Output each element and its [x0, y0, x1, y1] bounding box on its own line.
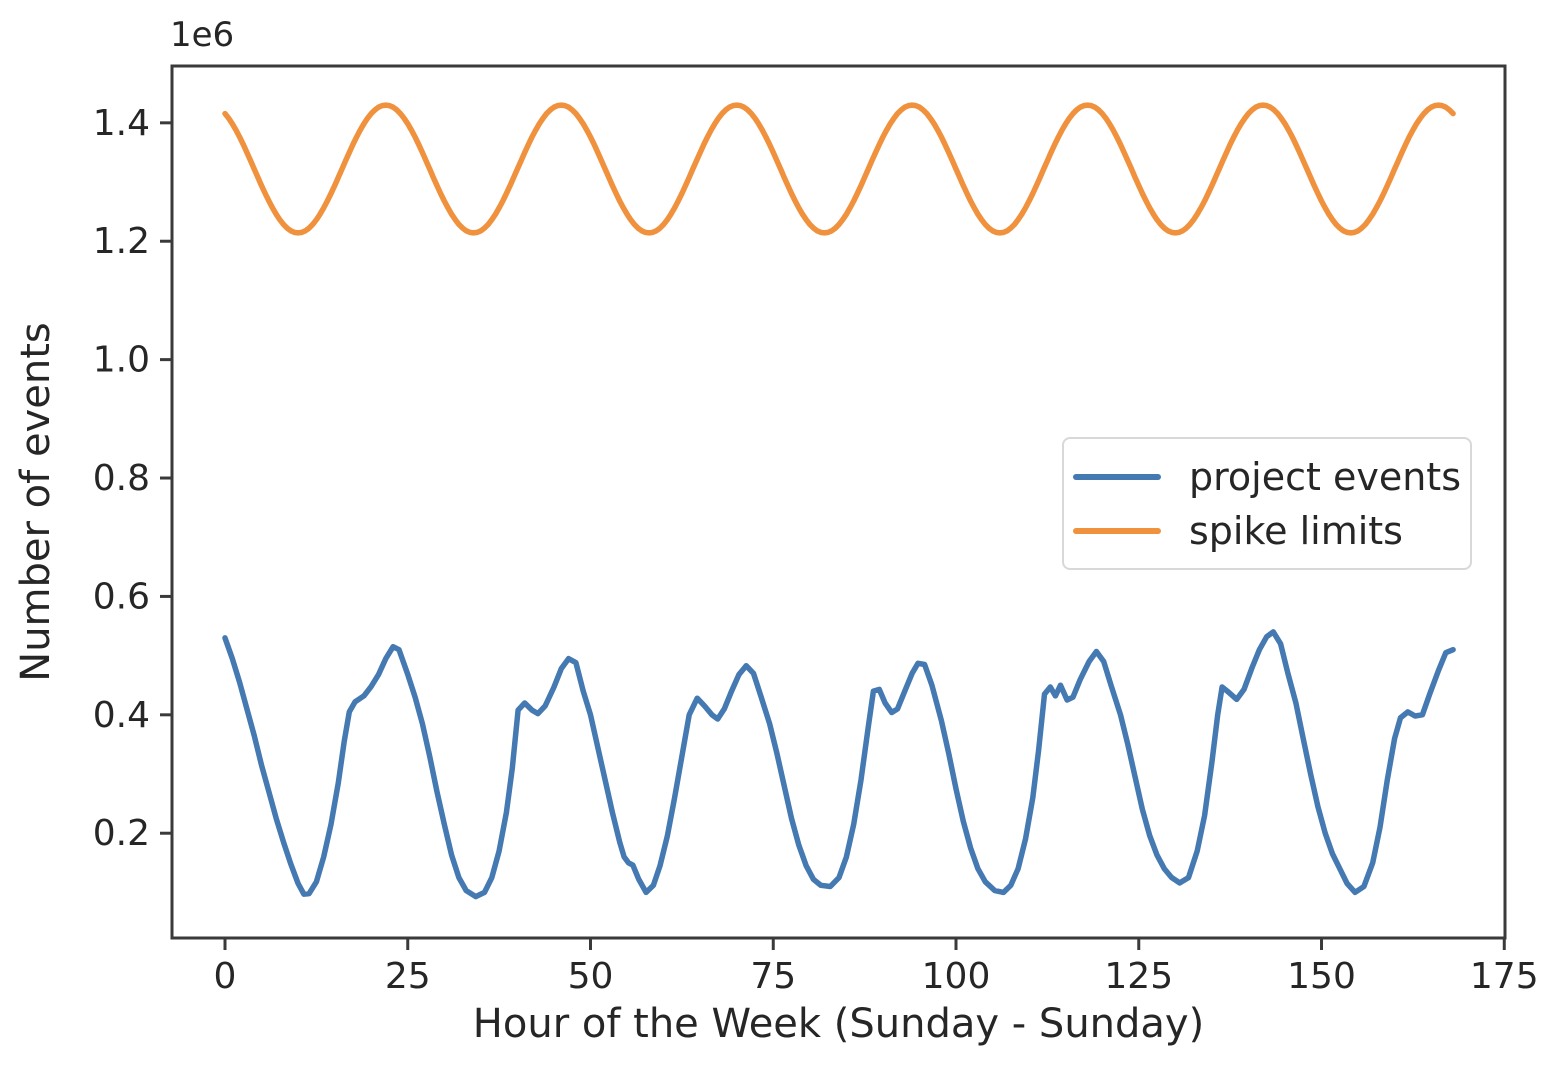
- y-axis-title: Number of events: [13, 322, 59, 682]
- y-tick-label: 1.2: [93, 221, 150, 262]
- series-line-project-events: [222, 629, 1456, 900]
- legend-line-swatch-spike-limits: [1073, 527, 1161, 534]
- x-tick-label: 175: [1470, 956, 1539, 997]
- y-axis-offset-label: 1e6: [170, 15, 235, 55]
- y-tick-label: 0.4: [93, 695, 150, 736]
- x-tick-label: 75: [750, 956, 796, 997]
- y-tick-label: 0.6: [93, 576, 150, 617]
- axes-spines: [170, 64, 1507, 940]
- y-tick-label: 1.0: [93, 340, 150, 381]
- legend-entry-project-events: project events: [1073, 458, 1470, 496]
- legend-line-swatch-project-events: [1073, 473, 1161, 480]
- y-tick-label: 0.8: [93, 458, 150, 499]
- x-tick-label: 125: [1104, 956, 1173, 997]
- series-line-spike-limits: [222, 102, 1456, 236]
- y-tick-label: 0.2: [93, 813, 150, 854]
- legend-entry-spike-limits: spike limits: [1073, 512, 1470, 550]
- legend-label-spike-limits: spike limits: [1189, 508, 1403, 553]
- x-tick-label: 50: [568, 956, 614, 997]
- legend-label-project-events: project events: [1189, 454, 1461, 499]
- x-axis-title: Hour of the Week (Sunday - Sunday): [472, 1001, 1205, 1047]
- x-tick-label: 0: [214, 956, 237, 997]
- y-tick-label: 1.4: [93, 103, 150, 144]
- x-tick-label: 25: [385, 956, 431, 997]
- legend: project events spike limits: [1062, 437, 1472, 570]
- x-tick-label: 100: [922, 956, 991, 997]
- x-tick-label: 150: [1287, 956, 1356, 997]
